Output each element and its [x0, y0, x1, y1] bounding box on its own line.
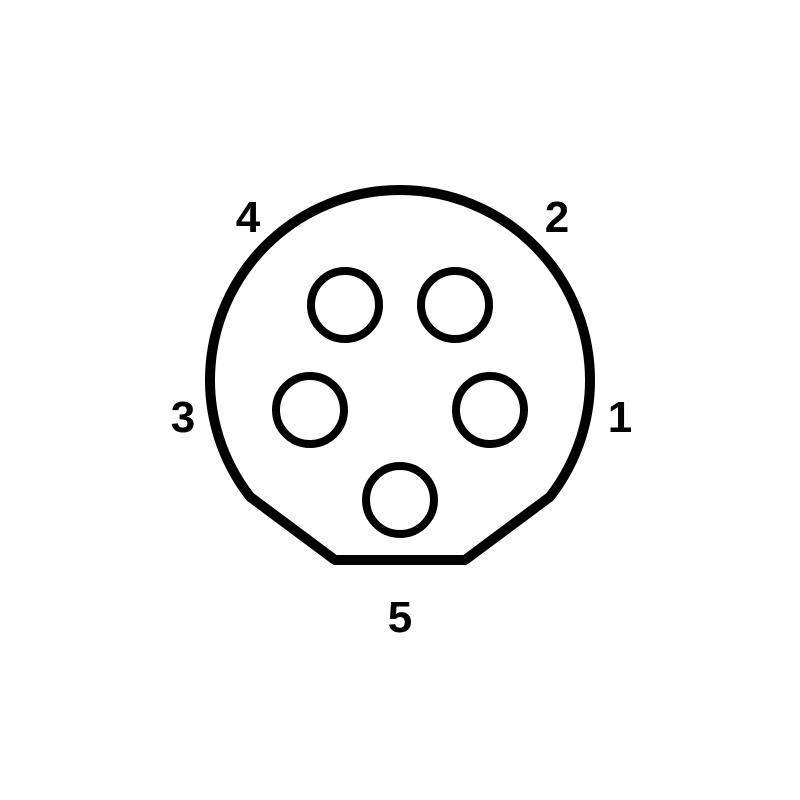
connector-svg [0, 0, 800, 800]
pin-3 [276, 376, 344, 444]
pin-1 [456, 376, 524, 444]
connector-body-outline [210, 190, 590, 560]
pin-2 [421, 271, 489, 339]
pin-4 [311, 271, 379, 339]
pin-label-1: 1 [608, 393, 632, 443]
connector-diagram: 1 2 3 4 5 [0, 0, 800, 800]
pin-label-4: 4 [236, 193, 260, 243]
pin-5 [366, 466, 434, 534]
pin-label-2: 2 [545, 193, 569, 243]
pin-label-5: 5 [388, 593, 412, 643]
pin-label-3: 3 [171, 393, 195, 443]
